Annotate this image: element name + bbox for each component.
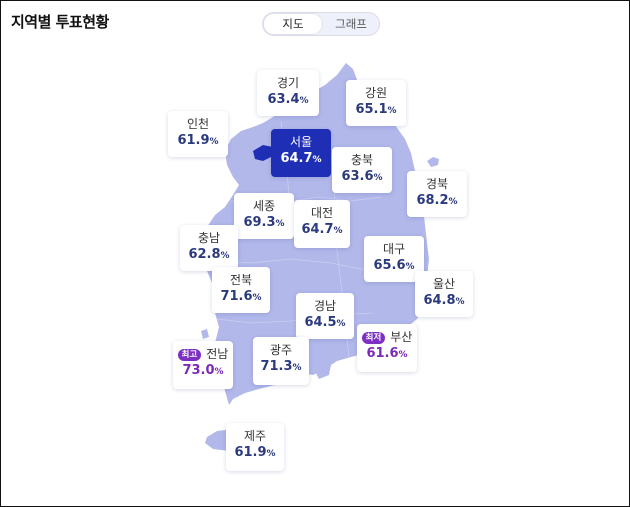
region-card-daejeon[interactable]: 대전 64.7%: [294, 200, 350, 248]
region-name: 제주: [243, 429, 267, 443]
region-rate: 64.5%: [304, 315, 346, 330]
region-rate: 62.8%: [188, 247, 230, 262]
region-rate: 71.3%: [260, 359, 302, 374]
region-name: 전북: [229, 273, 253, 287]
region-rate: 63.6%: [341, 169, 383, 184]
region-rate: 64.7%: [301, 222, 343, 237]
region-rate: 64.8%: [423, 293, 465, 308]
region-name: 인천: [186, 117, 210, 131]
region-card-gyeonggi[interactable]: 경기 63.4%: [257, 70, 319, 116]
region-name: 대전: [310, 206, 334, 220]
max-badge: 최고: [177, 349, 202, 361]
region-name: 경북: [425, 177, 449, 191]
region-rate: 61.9%: [177, 133, 219, 148]
region-name: 강원: [364, 86, 388, 100]
region-rate: 71.6%: [220, 289, 262, 304]
region-name: 울산: [432, 277, 456, 291]
region-card-gyeongbuk[interactable]: 경북 68.2%: [407, 171, 467, 217]
region-card-jeonbuk[interactable]: 전북 71.6%: [212, 267, 270, 313]
region-rate: 61.6%: [366, 346, 408, 361]
view-toggle: 지도 그래프: [262, 12, 380, 36]
region-card-gyeongnam[interactable]: 경남 64.5%: [296, 293, 354, 339]
region-card-daegu[interactable]: 대구 65.6%: [364, 236, 424, 282]
region-rate: 69.3%: [243, 215, 285, 230]
region-card-incheon[interactable]: 인천 61.9%: [168, 111, 228, 157]
region-name: 최저 부산: [357, 330, 417, 345]
region-name: 최고 전남: [173, 347, 233, 362]
region-rate: 65.1%: [355, 102, 397, 117]
region-card-seoul[interactable]: 서울 64.7%: [271, 129, 331, 177]
region-name: 충남: [197, 231, 221, 245]
region-name: 충북: [350, 153, 374, 167]
region-rate: 61.9%: [234, 445, 276, 460]
region-name: 경남: [313, 299, 337, 313]
min-badge: 최저: [361, 332, 386, 344]
tab-graph[interactable]: 그래프: [335, 17, 367, 31]
region-card-chungnam[interactable]: 충남 62.8%: [180, 225, 238, 271]
region-card-gangwon[interactable]: 강원 65.1%: [346, 80, 406, 126]
region-name: 서울: [289, 135, 313, 149]
region-name: 대구: [382, 242, 406, 256]
west-island-shape: [201, 329, 209, 339]
geoje-island-shape: [313, 361, 331, 379]
seoul-shape: [253, 145, 273, 161]
region-card-jeju[interactable]: 제주 61.9%: [226, 423, 284, 471]
region-name: 경기: [276, 76, 300, 90]
region-rate: 73.0%: [182, 363, 224, 378]
region-name: 세종: [252, 199, 276, 213]
region-card-jeonnam[interactable]: 최고 전남 73.0%: [173, 341, 233, 389]
region-rate: 68.2%: [416, 193, 458, 208]
region-card-ulsan[interactable]: 울산 64.8%: [415, 271, 473, 317]
ulleung-shape: [427, 157, 439, 167]
region-card-chungbuk[interactable]: 충북 63.6%: [332, 147, 392, 193]
tab-map[interactable]: 지도: [264, 14, 322, 34]
panel-title: 지역별 투표현황: [11, 13, 109, 31]
region-rate: 64.7%: [280, 151, 322, 166]
region-name: 광주: [269, 343, 293, 357]
region-rate: 63.4%: [267, 92, 309, 107]
region-rate: 65.6%: [373, 258, 415, 273]
region-card-busan[interactable]: 최저 부산 61.6%: [357, 324, 417, 372]
region-card-gwangju[interactable]: 광주 71.3%: [253, 337, 309, 385]
region-card-sejong[interactable]: 세종 69.3%: [234, 193, 294, 239]
